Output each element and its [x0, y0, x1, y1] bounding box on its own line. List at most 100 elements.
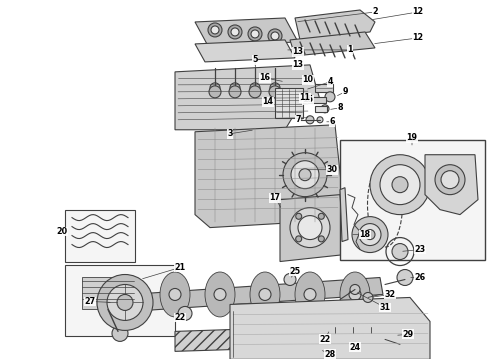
Polygon shape: [195, 40, 295, 62]
Bar: [275, 88, 303, 118]
Circle shape: [249, 86, 261, 98]
Text: 5: 5: [252, 55, 258, 64]
Circle shape: [107, 284, 143, 320]
Circle shape: [210, 83, 220, 93]
Text: 13: 13: [293, 60, 303, 69]
Bar: [82, 278, 134, 310]
Polygon shape: [175, 324, 395, 351]
Circle shape: [271, 32, 279, 40]
Circle shape: [295, 213, 302, 219]
Circle shape: [349, 288, 361, 301]
Polygon shape: [340, 188, 348, 242]
Ellipse shape: [340, 272, 370, 317]
Circle shape: [228, 25, 242, 39]
Circle shape: [306, 116, 314, 124]
Text: 4: 4: [327, 77, 333, 86]
Circle shape: [178, 306, 192, 320]
Polygon shape: [295, 10, 375, 40]
Circle shape: [268, 29, 282, 43]
Polygon shape: [130, 278, 383, 311]
Circle shape: [169, 288, 181, 301]
Circle shape: [251, 30, 259, 38]
Bar: [340, 140, 485, 260]
Polygon shape: [290, 32, 375, 56]
Text: 25: 25: [290, 267, 300, 276]
Polygon shape: [425, 155, 478, 215]
Text: 12: 12: [413, 8, 423, 17]
Circle shape: [117, 294, 133, 310]
Circle shape: [230, 83, 240, 93]
Text: 12: 12: [413, 33, 423, 42]
Circle shape: [363, 292, 373, 302]
Text: 8: 8: [337, 103, 343, 112]
Circle shape: [354, 314, 366, 325]
Text: 7: 7: [295, 115, 301, 124]
Circle shape: [304, 288, 316, 301]
Bar: [308, 97, 326, 103]
Text: 17: 17: [270, 193, 280, 202]
Text: 27: 27: [84, 297, 96, 306]
Circle shape: [250, 83, 260, 93]
Circle shape: [209, 86, 221, 98]
Circle shape: [290, 208, 330, 248]
Circle shape: [283, 153, 327, 197]
Ellipse shape: [295, 272, 325, 317]
Circle shape: [370, 155, 430, 215]
Text: 6: 6: [329, 117, 335, 126]
Text: 24: 24: [349, 343, 361, 352]
Text: 30: 30: [326, 165, 338, 174]
Circle shape: [208, 23, 222, 37]
Circle shape: [229, 86, 241, 98]
Text: 22: 22: [319, 335, 331, 344]
Circle shape: [295, 236, 302, 242]
Text: 2: 2: [372, 8, 378, 17]
Circle shape: [321, 105, 329, 113]
Polygon shape: [280, 195, 345, 261]
Text: 11: 11: [299, 93, 311, 102]
Text: 19: 19: [407, 133, 417, 142]
Circle shape: [352, 217, 388, 253]
Circle shape: [214, 288, 226, 301]
Text: 13: 13: [293, 48, 303, 57]
Circle shape: [325, 92, 335, 102]
Circle shape: [329, 333, 341, 345]
Circle shape: [259, 288, 271, 301]
Text: 26: 26: [415, 273, 425, 282]
Circle shape: [298, 216, 322, 239]
Bar: [315, 84, 333, 92]
Text: 14: 14: [263, 97, 273, 106]
Text: 1: 1: [347, 45, 353, 54]
Circle shape: [231, 28, 239, 36]
Text: 9: 9: [342, 87, 348, 96]
Circle shape: [377, 327, 393, 343]
Text: 22: 22: [174, 313, 186, 322]
Circle shape: [365, 230, 375, 239]
Circle shape: [359, 224, 381, 246]
Bar: [315, 106, 327, 112]
Text: 23: 23: [415, 245, 425, 254]
Circle shape: [97, 275, 153, 330]
Text: 16: 16: [260, 73, 270, 82]
Text: 28: 28: [324, 350, 336, 359]
Ellipse shape: [250, 272, 280, 317]
Circle shape: [441, 171, 459, 189]
Text: 15: 15: [302, 95, 314, 104]
Circle shape: [299, 169, 311, 181]
Circle shape: [347, 333, 359, 345]
Circle shape: [270, 83, 280, 93]
Circle shape: [291, 161, 319, 189]
Circle shape: [340, 319, 350, 329]
Ellipse shape: [205, 272, 235, 317]
Text: 29: 29: [402, 330, 414, 339]
Text: 18: 18: [360, 230, 370, 239]
Text: 20: 20: [56, 227, 68, 236]
Circle shape: [318, 213, 324, 219]
Polygon shape: [195, 18, 298, 46]
Polygon shape: [195, 125, 345, 228]
Text: 32: 32: [385, 290, 395, 299]
Circle shape: [248, 27, 262, 41]
Circle shape: [397, 270, 413, 285]
Bar: [65, 210, 135, 261]
Circle shape: [269, 86, 281, 98]
Circle shape: [324, 314, 336, 325]
